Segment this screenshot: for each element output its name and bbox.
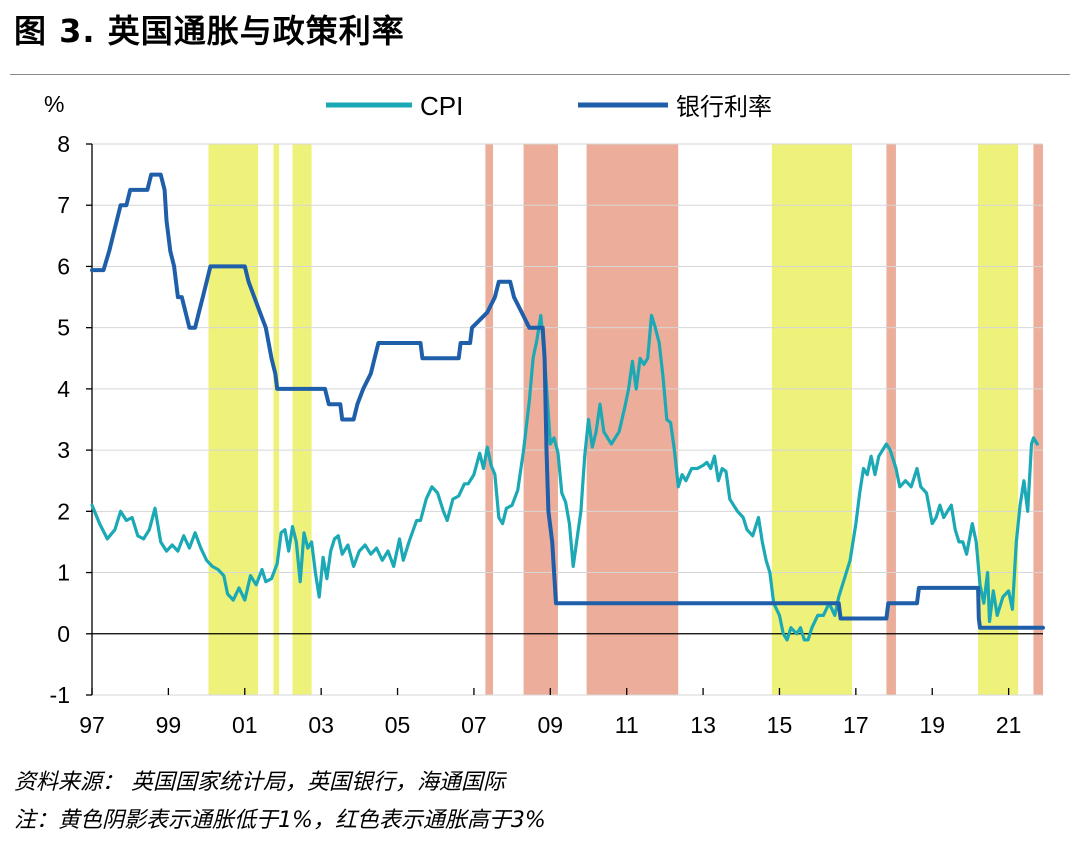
y-tick-label: 3 xyxy=(57,437,70,463)
series-line-cpi xyxy=(90,313,1039,642)
title-divider xyxy=(10,74,1070,75)
y-tick-label: 8 xyxy=(57,131,70,157)
shading-note: 注：黄色阴影表示通胀低于1%，红色表示通胀高于3% xyxy=(14,808,546,833)
y-tick-label: 7 xyxy=(57,192,70,218)
shading-band-high xyxy=(485,144,494,695)
x-tick-label: 09 xyxy=(538,712,564,738)
figure-title: 图 3. 英国通胀与政策利率 xyxy=(14,12,405,50)
shading-band-high xyxy=(886,144,896,695)
shading-band-high xyxy=(586,144,679,695)
series-lines xyxy=(90,172,1045,642)
shading-band-low xyxy=(292,144,312,695)
y-tick-label: 1 xyxy=(57,560,70,586)
x-tick-label: 01 xyxy=(232,712,258,738)
shading-band-high xyxy=(1033,144,1043,695)
x-tick-label: 11 xyxy=(615,712,639,738)
x-tick-label: 07 xyxy=(461,712,487,738)
legend: CPI 银行利率 xyxy=(326,91,772,121)
y-tick-label: 6 xyxy=(57,253,70,279)
legend-label-bank-rate: 银行利率 xyxy=(676,93,772,121)
x-tick-label: 97 xyxy=(79,712,105,738)
y-tick-label: 4 xyxy=(57,376,70,402)
y-tick-label: 5 xyxy=(57,315,70,341)
y-tick-label: 2 xyxy=(57,498,70,524)
y-axis-unit-label: % xyxy=(44,91,64,117)
y-tick-label: 0 xyxy=(57,621,70,647)
x-tick-label: 99 xyxy=(156,712,182,738)
y-tick-label: -1 xyxy=(50,682,70,708)
shading-band-low xyxy=(273,144,280,695)
legend-label-cpi: CPI xyxy=(420,91,463,121)
x-tick-label: 05 xyxy=(385,712,411,738)
source-note: 资料来源： 英国国家统计局，英国银行，海通国际 xyxy=(14,770,505,795)
x-tick-label: 19 xyxy=(919,712,945,738)
shading-band-low xyxy=(208,144,259,695)
x-tick-label: 21 xyxy=(996,712,1022,738)
shading-band-high xyxy=(523,144,558,695)
gridlines xyxy=(92,143,1043,696)
x-tick-label: 13 xyxy=(690,712,716,738)
shading-bands xyxy=(208,144,1043,695)
x-tick-label: 17 xyxy=(843,712,869,738)
x-tick-label: 03 xyxy=(308,712,334,738)
series-line-bank-rate xyxy=(90,172,1045,630)
x-tick-label: 15 xyxy=(767,712,793,738)
